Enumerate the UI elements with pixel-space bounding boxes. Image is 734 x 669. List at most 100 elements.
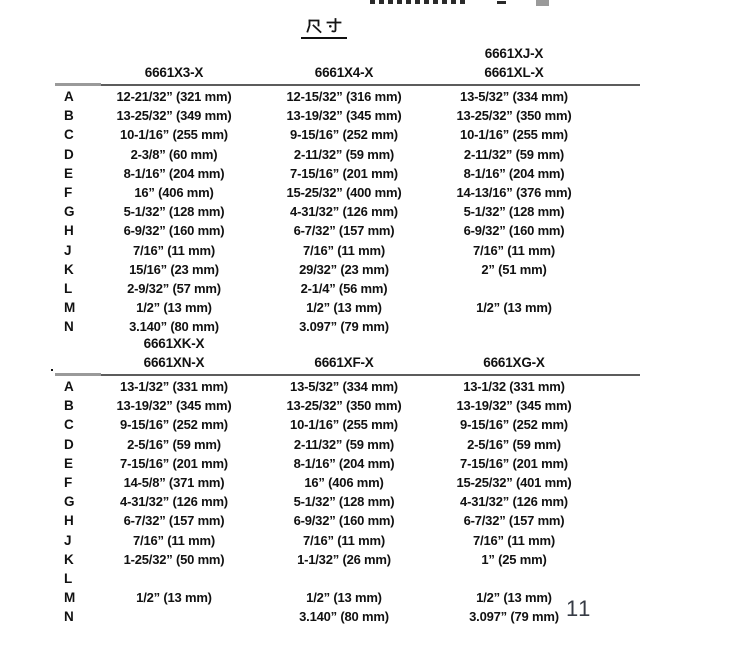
page-title: 尺寸	[301, 17, 347, 39]
row-label: F	[64, 184, 73, 200]
dimension-cell: 6-7/32” (157 mm)	[123, 513, 225, 529]
row-label: L	[64, 570, 73, 586]
dimension-cell: 13-5/32” (334 mm)	[290, 379, 398, 394]
dimension-cell: 15-25/32” (401 mm)	[456, 474, 572, 490]
table-header-rule	[55, 83, 640, 86]
row-label: E	[64, 165, 74, 181]
dimension-cell: 14-5/8” (371 mm)	[123, 474, 225, 490]
row-label: J	[64, 242, 72, 258]
dimension-cell: 7-15/16” (201 mm)	[460, 455, 568, 471]
row-label: K	[64, 261, 74, 277]
row-label: B	[64, 108, 74, 124]
dimension-cell: 1” (25 mm)	[481, 551, 547, 567]
dimension-cell: 1/2” (13 mm)	[476, 300, 552, 316]
column-header-line: 6661XK-X	[143, 336, 205, 351]
column-header: 6661XJ-X 6661XL-X	[430, 44, 598, 82]
column-header-line: 6661XL-X	[484, 65, 544, 80]
table-header-row: 6661X3-X 6661X4-X 6661XJ-X 6661XL-X	[60, 44, 640, 82]
dimension-cell: 15/16” (23 mm)	[129, 261, 219, 277]
row-label: N	[64, 319, 74, 335]
dimension-cell: 1-1/32” (26 mm)	[297, 551, 391, 567]
dimension-cell: 10-1/16” (255 mm)	[120, 127, 228, 143]
dimension-cell: 12-15/32” (316 mm)	[286, 89, 402, 104]
dimension-cell: 13-5/32” (334 mm)	[460, 89, 568, 104]
dimension-cell: 16” (406 mm)	[304, 474, 384, 490]
row-label: J	[64, 532, 72, 548]
table-body: A 12-21/32” (321 mm) 12-15/32” (316 mm) 13-…	[60, 87, 640, 336]
dimension-table-upper: 6661X3-X 6661X4-X 6661XJ-X 6661XL-X A 12-21/…	[55, 44, 640, 336]
dimension-cell: 13-25/32” (350 mm)	[286, 398, 402, 414]
dimension-cell: 2-5/16” (59 mm)	[127, 436, 221, 452]
row-label: C	[64, 417, 74, 433]
dimension-cell: 7/16” (11 mm)	[473, 242, 555, 258]
dimension-cell: 4-31/32” (126 mm)	[120, 494, 228, 510]
dimension-cell: 5-1/32” (128 mm)	[123, 204, 225, 220]
column-header-line: 6661X3-X	[144, 65, 204, 80]
dimension-cell: 8-1/16” (204 mm)	[463, 165, 565, 181]
dimension-cell: 13-19/32” (345 mm)	[286, 108, 402, 124]
dimension-cell: 3.097” (79 mm)	[299, 319, 389, 335]
row-label: K	[64, 551, 74, 567]
column-header: 6661X4-X	[258, 63, 430, 82]
dimension-cell: 3.097” (79 mm)	[469, 609, 559, 625]
clipped-text-fragment	[536, 0, 549, 6]
dimension-cell: 8-1/16” (204 mm)	[123, 165, 225, 181]
dimension-cell: 1/2” (13 mm)	[306, 590, 382, 606]
dimension-cell: 13-25/32” (350 mm)	[456, 108, 572, 124]
dimension-cell: 13-19/32” (345 mm)	[456, 398, 572, 414]
table-body: A 13-1/32” (331 mm) 13-5/32” (334 mm) 13-1/…	[60, 377, 640, 626]
dimension-cell: 3.140” (80 mm)	[299, 609, 389, 625]
table-header-rule	[51, 369, 640, 376]
column-header-line: 6661XN-X	[143, 355, 205, 370]
dimension-cell: 4-31/32” (126 mm)	[460, 494, 568, 510]
dimension-cell: 2-11/32” (59 mm)	[293, 436, 395, 452]
cjk-glyph-chi	[306, 19, 322, 34]
page-number: 11	[566, 596, 592, 621]
dimension-cell: 1/2” (13 mm)	[306, 300, 382, 316]
row-label: D	[64, 146, 74, 162]
dimension-cell: 6-7/32” (157 mm)	[293, 223, 395, 239]
row-label: A	[64, 379, 74, 394]
dimension-cell: 8-1/16” (204 mm)	[293, 455, 395, 471]
dimension-cell: 9-15/16” (252 mm)	[120, 417, 228, 433]
column-header: 6661XG-X	[430, 353, 598, 372]
column-header-line: 6661XJ-X	[484, 46, 544, 61]
row-label: M	[64, 590, 76, 606]
dimension-cell: 7/16” (11 mm)	[133, 532, 215, 548]
clipped-text-fragment	[497, 1, 506, 4]
dimension-cell: 2-5/16” (59 mm)	[467, 436, 561, 452]
clipped-text-fragment	[370, 0, 466, 4]
dimension-cell: 2-11/32” (59 mm)	[293, 146, 395, 162]
dimension-cell: 7-15/16” (201 mm)	[290, 165, 398, 181]
dimension-cell: 13-1/32 (331 mm)	[463, 379, 565, 394]
row-label: A	[64, 89, 74, 104]
dimension-cell: 29/32” (23 mm)	[299, 261, 389, 277]
dimension-cell: 7/16” (11 mm)	[133, 242, 215, 258]
dimension-cell: 7-15/16” (201 mm)	[120, 455, 228, 471]
dimension-cell: 10-1/16” (255 mm)	[290, 417, 398, 433]
row-label: D	[64, 436, 74, 452]
dimension-cell: 6-9/32” (160 mm)	[463, 223, 565, 239]
dimension-cell: 1/2” (13 mm)	[476, 590, 552, 606]
column-header: 6661X3-X	[90, 63, 258, 82]
dimension-cell: 3.140” (80 mm)	[129, 319, 219, 335]
dimension-table-lower: 6661XK-X 6661XN-X 6661XF-X 6661XG-X A 13-1/3…	[51, 334, 640, 626]
column-header-line: 6661XF-X	[314, 355, 374, 370]
dimension-cell: 5-1/32” (128 mm)	[293, 494, 395, 510]
dimension-cell: 13-25/32” (349 mm)	[116, 108, 232, 124]
dimension-cell: 6-9/32” (160 mm)	[293, 513, 395, 529]
dimension-cell: 16” (406 mm)	[134, 184, 214, 200]
column-header: 6661XK-X 6661XN-X	[90, 334, 258, 372]
dimension-cell: 7/16” (11 mm)	[303, 242, 385, 258]
column-header: 6661XF-X	[258, 353, 430, 372]
row-label: G	[64, 494, 75, 510]
dimension-cell: 2-3/8” (60 mm)	[130, 146, 218, 162]
cjk-glyph-cun	[326, 18, 342, 33]
row-label: M	[64, 300, 76, 316]
row-label: B	[64, 398, 74, 414]
dimension-cell: 12-21/32” (321 mm)	[116, 89, 232, 104]
scan-speck	[51, 369, 53, 371]
dimension-cell: 15-25/32” (400 mm)	[286, 184, 402, 200]
dimension-cell: 14-13/16” (376 mm)	[456, 184, 572, 200]
